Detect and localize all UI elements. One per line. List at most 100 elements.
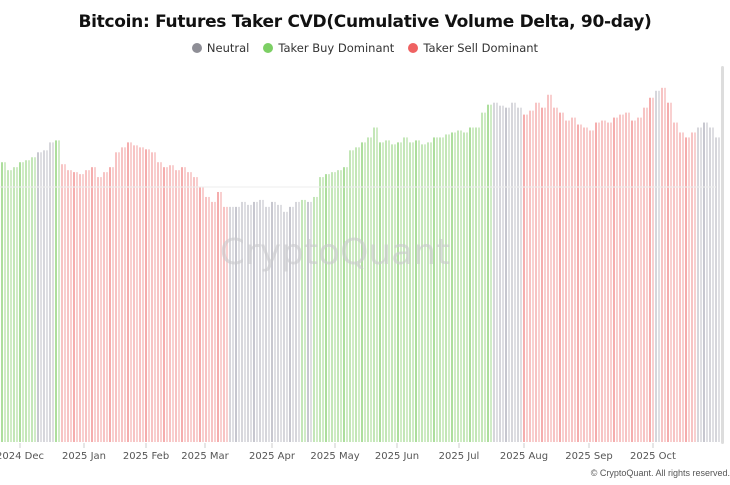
bar-53: [319, 177, 321, 442]
legend-item-sell[interactable]: Taker Sell Dominant: [408, 41, 538, 55]
bar-32-b: [196, 177, 198, 442]
bar-89: [535, 102, 537, 442]
legend-label: Neutral: [206, 41, 250, 55]
bar-92: [553, 107, 555, 443]
bar-40-b: [244, 201, 246, 442]
legend-item-buy[interactable]: Taker Buy Dominant: [263, 41, 394, 55]
bar-113-b: [682, 132, 684, 442]
bar-80: [481, 112, 483, 442]
bar-74-b: [448, 134, 450, 442]
bar-14: [85, 170, 87, 443]
bar-62-b: [376, 127, 378, 443]
bar-40: [241, 201, 243, 442]
bar-3-b: [22, 162, 24, 442]
bar-74: [445, 134, 447, 442]
bar-37-b: [226, 206, 228, 442]
bar-89-b: [538, 102, 540, 442]
bar-63: [379, 142, 381, 442]
bar-77-b: [466, 132, 468, 442]
bar-82: [493, 102, 495, 442]
bar-75: [451, 132, 453, 442]
bar-19-b: [118, 152, 120, 442]
bar-11: [67, 170, 69, 443]
bar-113: [679, 132, 681, 442]
bar-11-b: [70, 170, 72, 443]
bar-55: [331, 172, 333, 442]
bar-63-b: [382, 142, 384, 442]
bar-91: [547, 94, 549, 443]
legend-item-neutral[interactable]: Neutral: [191, 41, 250, 55]
bar-14-b: [88, 170, 90, 443]
copyright: © CryptoQuant. All rights reserved.: [590, 468, 730, 478]
bar-17: [103, 172, 105, 442]
bar-48-b: [292, 206, 294, 442]
bar-24: [145, 149, 147, 442]
bar-59-b: [358, 147, 360, 443]
buy-dot-icon: [263, 43, 274, 53]
bar-66: [397, 142, 399, 442]
bar-85: [511, 102, 513, 442]
bar-109-b: [658, 90, 660, 442]
bar-98: [589, 130, 591, 442]
x-tick-label: 2025 Jun: [375, 451, 419, 462]
bar-65-b: [394, 144, 396, 443]
bar-22: [133, 145, 135, 442]
bar-104: [625, 112, 627, 442]
bar-30: [181, 167, 183, 443]
bar-90: [541, 107, 543, 443]
bar-44: [265, 206, 267, 442]
bar-107: [643, 107, 645, 443]
bar-28-b: [172, 165, 174, 442]
bar-115-b: [694, 132, 696, 442]
bar-9-b: [58, 140, 60, 442]
bar-62: [373, 127, 375, 443]
bar-72: [433, 137, 435, 442]
bar-36: [217, 191, 219, 442]
x-tick-label: 2025 Sep: [565, 451, 612, 462]
bar-81: [487, 104, 489, 443]
bar-7-b: [46, 150, 48, 443]
bar-84: [505, 107, 507, 443]
bar-117: [703, 122, 705, 442]
bar-25-b: [154, 152, 156, 442]
bar-59: [355, 147, 357, 443]
bar-99-b: [598, 122, 600, 442]
bar-0-b: [4, 162, 6, 442]
bar-79: [475, 127, 477, 443]
bar-39-b: [238, 206, 240, 442]
bar-52: [313, 196, 315, 442]
legend-label: Taker Sell Dominant: [423, 41, 539, 55]
bar-30-b: [184, 167, 186, 443]
bar-105-b: [634, 120, 636, 442]
bar-87: [523, 114, 525, 443]
bar-54-b: [328, 174, 330, 442]
bar-108: [649, 97, 651, 442]
bar-47: [283, 211, 285, 442]
bar-77: [463, 132, 465, 442]
bar-69: [415, 140, 417, 442]
bar-69-b: [418, 140, 420, 442]
bar-42: [253, 201, 255, 442]
bar-107-b: [646, 107, 648, 443]
scrollbar[interactable]: [721, 66, 724, 444]
x-tick-label: 2025 Jan: [62, 451, 106, 462]
bar-88: [529, 110, 531, 442]
bar-114-b: [688, 137, 690, 442]
bar-119-b: [718, 137, 720, 442]
bar-23-b: [142, 147, 144, 443]
bar-19: [115, 152, 117, 442]
bar-88-b: [532, 110, 534, 442]
bar-100: [601, 120, 603, 442]
bar-64-b: [388, 140, 390, 442]
bar-68-b: [412, 142, 414, 442]
bar-45-b: [274, 201, 276, 442]
bar-32: [193, 177, 195, 442]
bar-41: [247, 204, 249, 442]
bar-26: [157, 162, 159, 442]
bar-0: [1, 162, 3, 442]
bar-13-b: [82, 174, 84, 442]
bar-71-b: [430, 142, 432, 442]
bar-95: [571, 117, 573, 443]
bar-56-b: [340, 170, 342, 443]
bar-106: [637, 117, 639, 443]
